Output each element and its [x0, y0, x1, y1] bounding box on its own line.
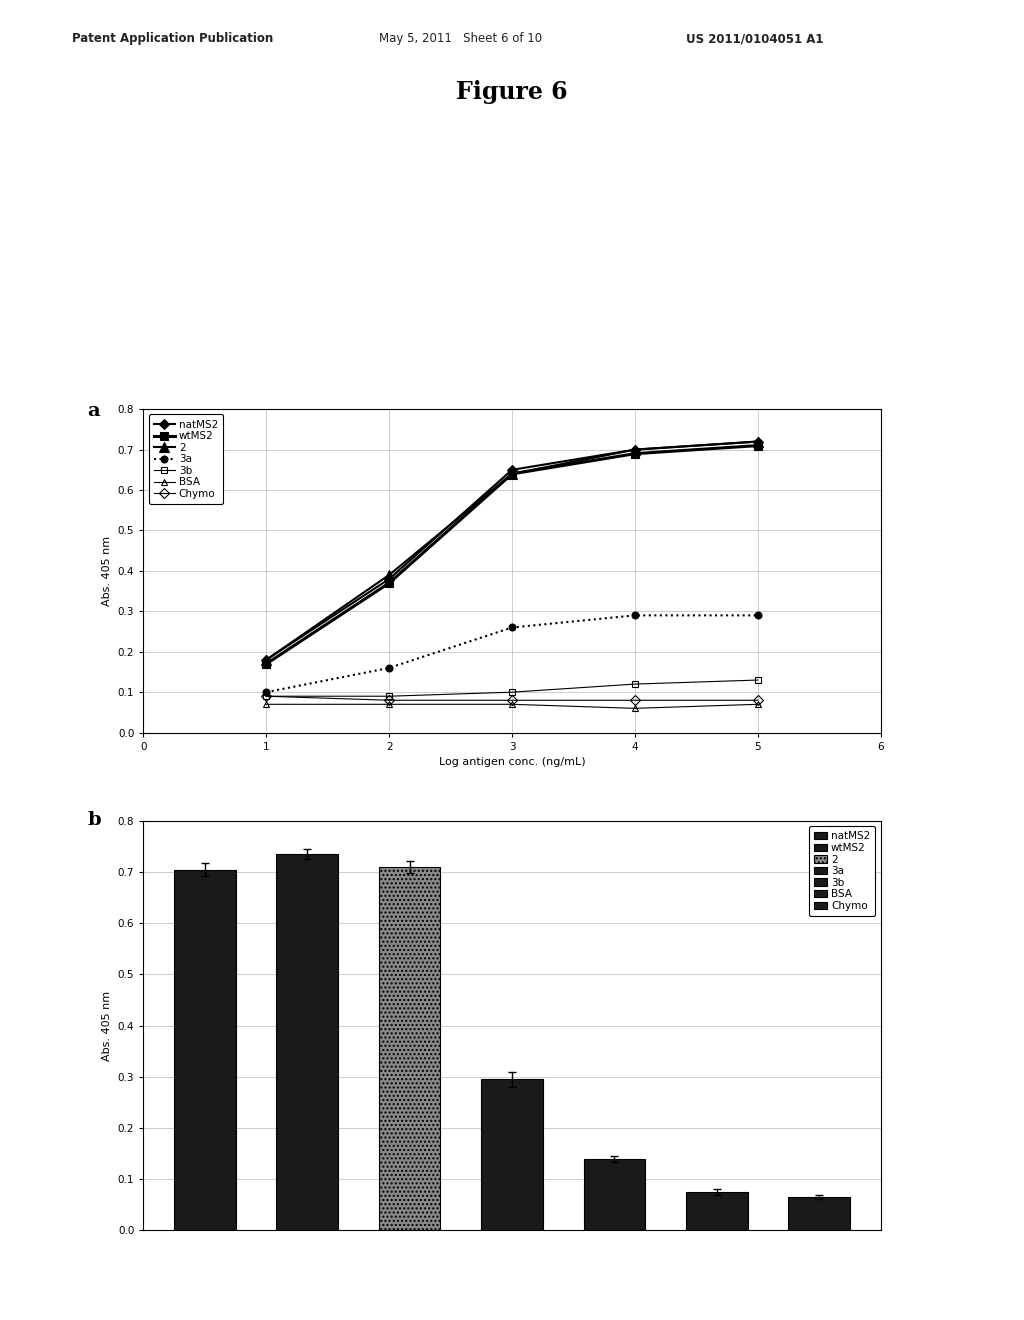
- X-axis label: Log antigen conc. (ng/mL): Log antigen conc. (ng/mL): [438, 758, 586, 767]
- Y-axis label: Abs. 405 nm: Abs. 405 nm: [102, 536, 113, 606]
- Bar: [584, 1159, 645, 1230]
- Bar: [174, 870, 236, 1230]
- Legend: natMS2, wtMS2, 2, 3a, 3b, BSA, Chymo: natMS2, wtMS2, 2, 3a, 3b, BSA, Chymo: [809, 826, 876, 916]
- Text: Figure 6: Figure 6: [456, 81, 568, 104]
- Y-axis label: Abs. 405 nm: Abs. 405 nm: [102, 990, 113, 1061]
- Bar: [481, 1080, 543, 1230]
- Bar: [276, 854, 338, 1230]
- Text: May 5, 2011   Sheet 6 of 10: May 5, 2011 Sheet 6 of 10: [379, 32, 542, 45]
- Legend: natMS2, wtMS2, 2, 3a, 3b, BSA, Chymo: natMS2, wtMS2, 2, 3a, 3b, BSA, Chymo: [148, 414, 223, 504]
- Bar: [686, 1192, 748, 1230]
- Text: US 2011/0104051 A1: US 2011/0104051 A1: [686, 32, 823, 45]
- Text: Patent Application Publication: Patent Application Publication: [72, 32, 273, 45]
- Text: a: a: [87, 401, 99, 420]
- Text: b: b: [87, 810, 100, 829]
- Bar: [788, 1197, 850, 1230]
- Bar: [379, 867, 440, 1230]
